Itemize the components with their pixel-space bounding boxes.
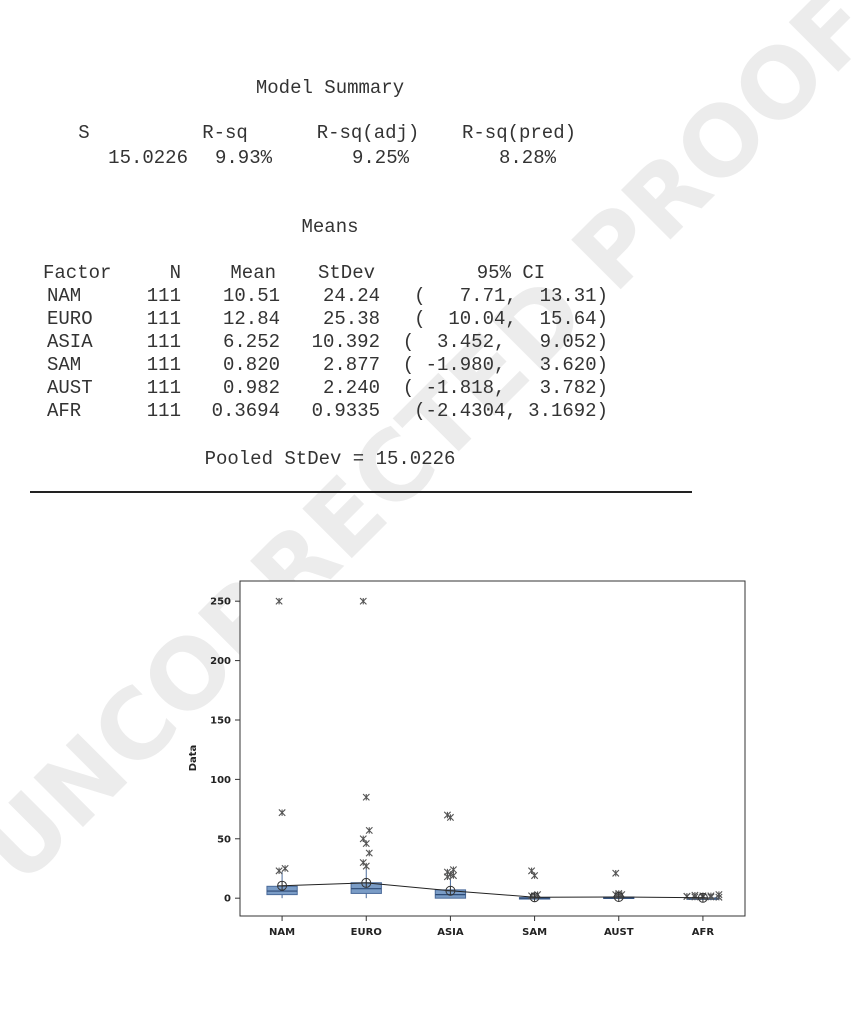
means-rows: NAM 111 10.51 24.24 ( 7.71, 13.31) EURO 111 12.…	[47, 285, 608, 422]
table-cell: ( -1.980, 3.620)	[403, 354, 608, 376]
y-tick-label: 250	[210, 597, 231, 608]
y-tick-label: 150	[210, 715, 231, 726]
table-cell: SAM	[47, 354, 81, 376]
table-cell: ( 7.71, 13.31)	[414, 285, 608, 307]
summary-header: R-sq	[202, 122, 248, 144]
outlier	[707, 893, 715, 901]
table-cell: AUST	[47, 377, 93, 399]
mean-cross	[361, 878, 371, 888]
means-title: Means	[301, 216, 358, 238]
mean-cross	[445, 886, 455, 896]
table-cell: 24.24	[323, 285, 380, 307]
outlier	[365, 849, 373, 857]
summary-value: 15.0226	[108, 147, 188, 169]
table-cell: 2.877	[323, 354, 380, 376]
table-cell: ( -1.818, 3.782)	[403, 377, 608, 399]
outlier	[612, 869, 620, 877]
summary-value: 8.28%	[499, 147, 557, 169]
table-cell: AFR	[47, 400, 81, 422]
table-cell: 0.982	[223, 377, 280, 399]
outlier	[365, 826, 373, 835]
x-tick-label: EURO	[351, 927, 382, 938]
summary-header: S	[78, 122, 89, 144]
table-cell: 111	[147, 400, 181, 422]
summary-header: R-sq(pred)	[462, 122, 576, 144]
plot: 0 50 100 150 200 250 NAM EURO ASIA SAM AUST AFR	[210, 597, 723, 938]
table-cell: 10.392	[312, 331, 380, 353]
table-cell: 10.51	[223, 285, 280, 307]
outlier	[362, 793, 370, 801]
table-cell: ( 10.04, 15.64)	[414, 308, 608, 330]
x-tick-label: NAM	[269, 927, 295, 938]
table-cell: 111	[147, 285, 181, 307]
x-tick-label: AUST	[604, 927, 634, 938]
table-cell: NAM	[47, 285, 81, 307]
table-cell: 12.84	[223, 308, 280, 330]
summary-title: Model Summary	[256, 77, 404, 99]
mean-cross	[698, 893, 708, 903]
pooled-stdev: Pooled StDev = 15.0226	[205, 448, 456, 470]
means-header: N	[170, 262, 181, 284]
means-header: Factor	[43, 262, 111, 284]
table-cell: ( 3.452, 9.052)	[403, 331, 608, 353]
summary-value: 9.25%	[352, 147, 410, 169]
mean-cross	[614, 892, 624, 902]
means-header: Mean	[230, 262, 276, 284]
outlier	[362, 862, 370, 870]
outlier	[683, 892, 691, 900]
table-cell: EURO	[47, 308, 93, 330]
x-tick-label: AFR	[692, 927, 715, 938]
outlier	[443, 873, 452, 881]
outlier	[446, 813, 455, 821]
table-cell: 0.3694	[212, 400, 280, 422]
outlier	[359, 597, 367, 605]
means-header: 95% CI	[477, 262, 545, 284]
table-cell: 6.252	[223, 331, 280, 353]
table-cell: 111	[147, 331, 181, 353]
y-tick-label: 200	[210, 656, 231, 667]
table-cell: 0.9335	[312, 400, 380, 422]
table-cell: 2.240	[323, 377, 380, 399]
y-tick-label: 50	[217, 834, 231, 845]
summary-header: R-sq(adj)	[317, 122, 420, 144]
outlier	[691, 893, 699, 901]
y-axis-label: Data	[188, 745, 199, 772]
table-cell: 0.820	[223, 354, 280, 376]
outlier	[715, 893, 723, 901]
mean-cross	[277, 881, 287, 891]
table-cell: (-2.4304, 3.1692)	[414, 400, 608, 422]
summary-value: 9.93%	[215, 147, 273, 169]
outlier	[530, 872, 539, 880]
x-tick-label: ASIA	[437, 927, 464, 938]
outlier	[281, 864, 289, 873]
means-header: StDev	[318, 262, 375, 284]
outlier	[362, 839, 370, 848]
table-cell: ASIA	[47, 331, 93, 353]
mean-cross	[530, 892, 540, 902]
outlier	[275, 867, 283, 875]
x-tick-label: SAM	[522, 927, 547, 938]
outlier	[275, 597, 283, 605]
outlier	[278, 809, 286, 817]
plot-frame	[239, 580, 746, 917]
y-tick-label: 0	[224, 894, 231, 905]
y-tick-label: 100	[210, 775, 231, 786]
table-cell: 111	[147, 377, 181, 399]
outlier	[449, 872, 458, 880]
table-cell: 111	[147, 354, 181, 376]
table-cell: 111	[147, 308, 181, 330]
mean-line	[282, 882, 703, 899]
table-cell: 25.38	[323, 308, 380, 330]
